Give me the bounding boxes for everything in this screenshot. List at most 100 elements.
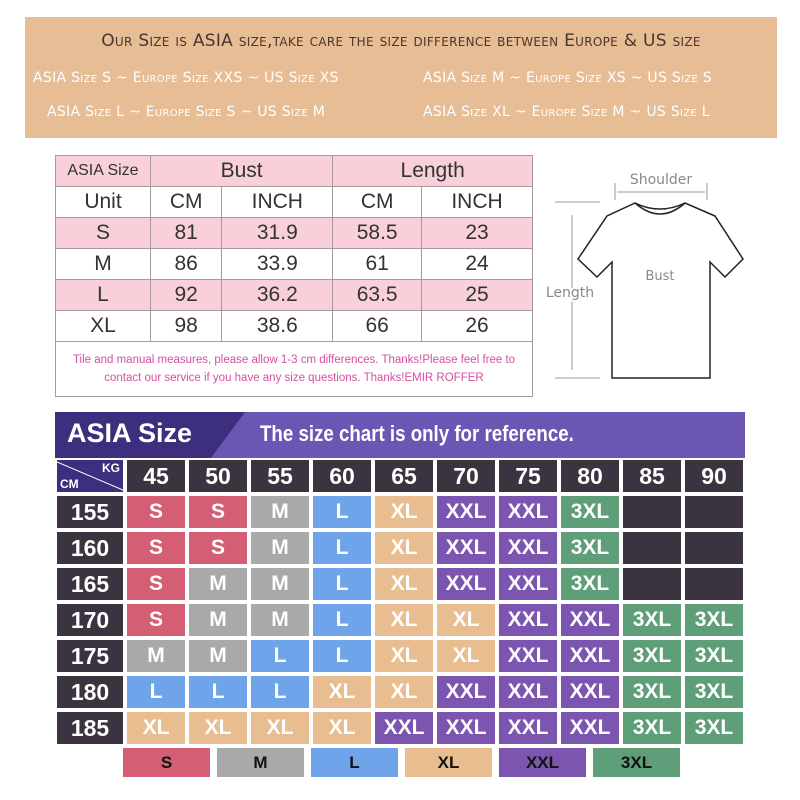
- size-cell: S: [187, 494, 249, 530]
- cm-label: CM: [60, 477, 79, 491]
- table-cell: 86: [149, 248, 223, 280]
- size-cell: L: [311, 530, 373, 566]
- chart-banner: ASIA Size The size chart is only for ref…: [55, 412, 745, 458]
- legend-item-m: M: [217, 748, 304, 777]
- table-cell: 81: [149, 217, 223, 249]
- legend-item-s: S: [123, 748, 210, 777]
- table-cell: 98: [149, 310, 223, 342]
- size-cell: S: [187, 530, 249, 566]
- legend-item-3xl: 3XL: [593, 748, 680, 777]
- conversion-s: ASIA Size S ~ Europe Size XXS ~ US Size …: [33, 70, 339, 86]
- size-cell: XL: [373, 494, 435, 530]
- size-cell: M: [187, 566, 249, 602]
- table-cell: 33.9: [221, 248, 334, 280]
- size-cell: 3XL: [683, 710, 745, 746]
- table-row: M 86 33.9 61 24: [55, 248, 533, 280]
- table-cell: 25: [421, 279, 533, 311]
- height-header: 180: [55, 674, 125, 710]
- weight-header: 55: [249, 458, 311, 494]
- size-cell: XXL: [435, 530, 497, 566]
- header-bust: Bust: [149, 155, 334, 187]
- size-cell: [683, 530, 745, 566]
- tshirt-diagram: Shoulder Bust Length: [545, 172, 744, 379]
- table-cell: 61: [332, 248, 423, 280]
- size-cell: XL: [373, 530, 435, 566]
- table-cell: 26: [421, 310, 533, 342]
- size-cell: XL: [373, 602, 435, 638]
- conversion-m: ASIA Size M ~ Europe Size XS ~ US Size S: [423, 70, 713, 86]
- size-cell: XXL: [559, 602, 621, 638]
- size-cell: XL: [187, 710, 249, 746]
- size-cell: [621, 530, 683, 566]
- size-cell: 3XL: [621, 602, 683, 638]
- table-cell: 63.5: [332, 279, 423, 311]
- table-cell: 38.6: [221, 310, 334, 342]
- size-cell: L: [187, 674, 249, 710]
- table-row: S 81 31.9 58.5 23: [55, 217, 533, 249]
- size-cell: XXL: [497, 494, 559, 530]
- size-cell: L: [311, 566, 373, 602]
- size-cell: XXL: [373, 710, 435, 746]
- size-cell: M: [249, 530, 311, 566]
- chart-title: ASIA Size: [67, 418, 193, 448]
- size-cell: XL: [435, 602, 497, 638]
- size-cell: XXL: [559, 638, 621, 674]
- length-label: Length: [546, 285, 594, 301]
- size-cell: XL: [373, 674, 435, 710]
- weight-header: 65: [373, 458, 435, 494]
- size-cell: 3XL: [621, 710, 683, 746]
- size-cell: [683, 566, 745, 602]
- header-length: Length: [332, 155, 533, 187]
- size-cell: S: [125, 602, 187, 638]
- size-cell: S: [125, 494, 187, 530]
- size-cell: XXL: [497, 710, 559, 746]
- unit-inch: INCH: [221, 186, 334, 218]
- size-conversion-banner: Our Size is ASIA size,take care the size…: [25, 17, 777, 138]
- weight-header: 90: [683, 458, 745, 494]
- legend-item-l: L: [311, 748, 398, 777]
- measurement-table: ASIA Size Bust Length Unit CM INCH CM IN…: [55, 155, 533, 397]
- size-cell: XXL: [497, 674, 559, 710]
- chart-subtitle: The size chart is only for reference.: [260, 421, 574, 446]
- weight-header: 80: [559, 458, 621, 494]
- size-cell: L: [311, 494, 373, 530]
- header-unit: Unit: [55, 186, 151, 218]
- bust-label: Bust: [645, 269, 674, 284]
- size-cell: M: [249, 566, 311, 602]
- tshirt-icon: [577, 202, 744, 379]
- size-cell: M: [187, 638, 249, 674]
- size-cell: XXL: [497, 602, 559, 638]
- conversion-xl: ASIA Size XL ~ Europe Size M ~ US Size L: [423, 104, 710, 120]
- kg-label: KG: [102, 461, 120, 475]
- size-cell: XXL: [435, 566, 497, 602]
- size-cell: L: [249, 674, 311, 710]
- size-cell: XL: [311, 674, 373, 710]
- size-cell: XL: [373, 638, 435, 674]
- size-cell: M: [249, 494, 311, 530]
- size-cell: L: [249, 638, 311, 674]
- table-cell: XL: [55, 310, 151, 342]
- size-cell: [621, 494, 683, 530]
- size-cell: XXL: [435, 494, 497, 530]
- size-cell: 3XL: [621, 674, 683, 710]
- unit-inch: INCH: [421, 186, 533, 218]
- shoulder-label: Shoulder: [630, 172, 693, 188]
- table-cell: 92: [149, 279, 223, 311]
- size-cell: 3XL: [683, 674, 745, 710]
- axis-corner: KG CM: [55, 458, 125, 494]
- weight-header: 45: [125, 458, 187, 494]
- weight-header: 75: [497, 458, 559, 494]
- weight-header: 85: [621, 458, 683, 494]
- weight-header: 70: [435, 458, 497, 494]
- table-cell: 24: [421, 248, 533, 280]
- weight-header: 60: [311, 458, 373, 494]
- table-cell: 66: [332, 310, 423, 342]
- table-cell: 23: [421, 217, 533, 249]
- size-cell: M: [125, 638, 187, 674]
- size-legend: S M L XL XXL 3XL: [123, 748, 680, 777]
- size-cell: M: [249, 602, 311, 638]
- table-cell: 31.9: [221, 217, 334, 249]
- size-cell: XXL: [559, 710, 621, 746]
- size-cell: XL: [249, 710, 311, 746]
- size-cell: [683, 494, 745, 530]
